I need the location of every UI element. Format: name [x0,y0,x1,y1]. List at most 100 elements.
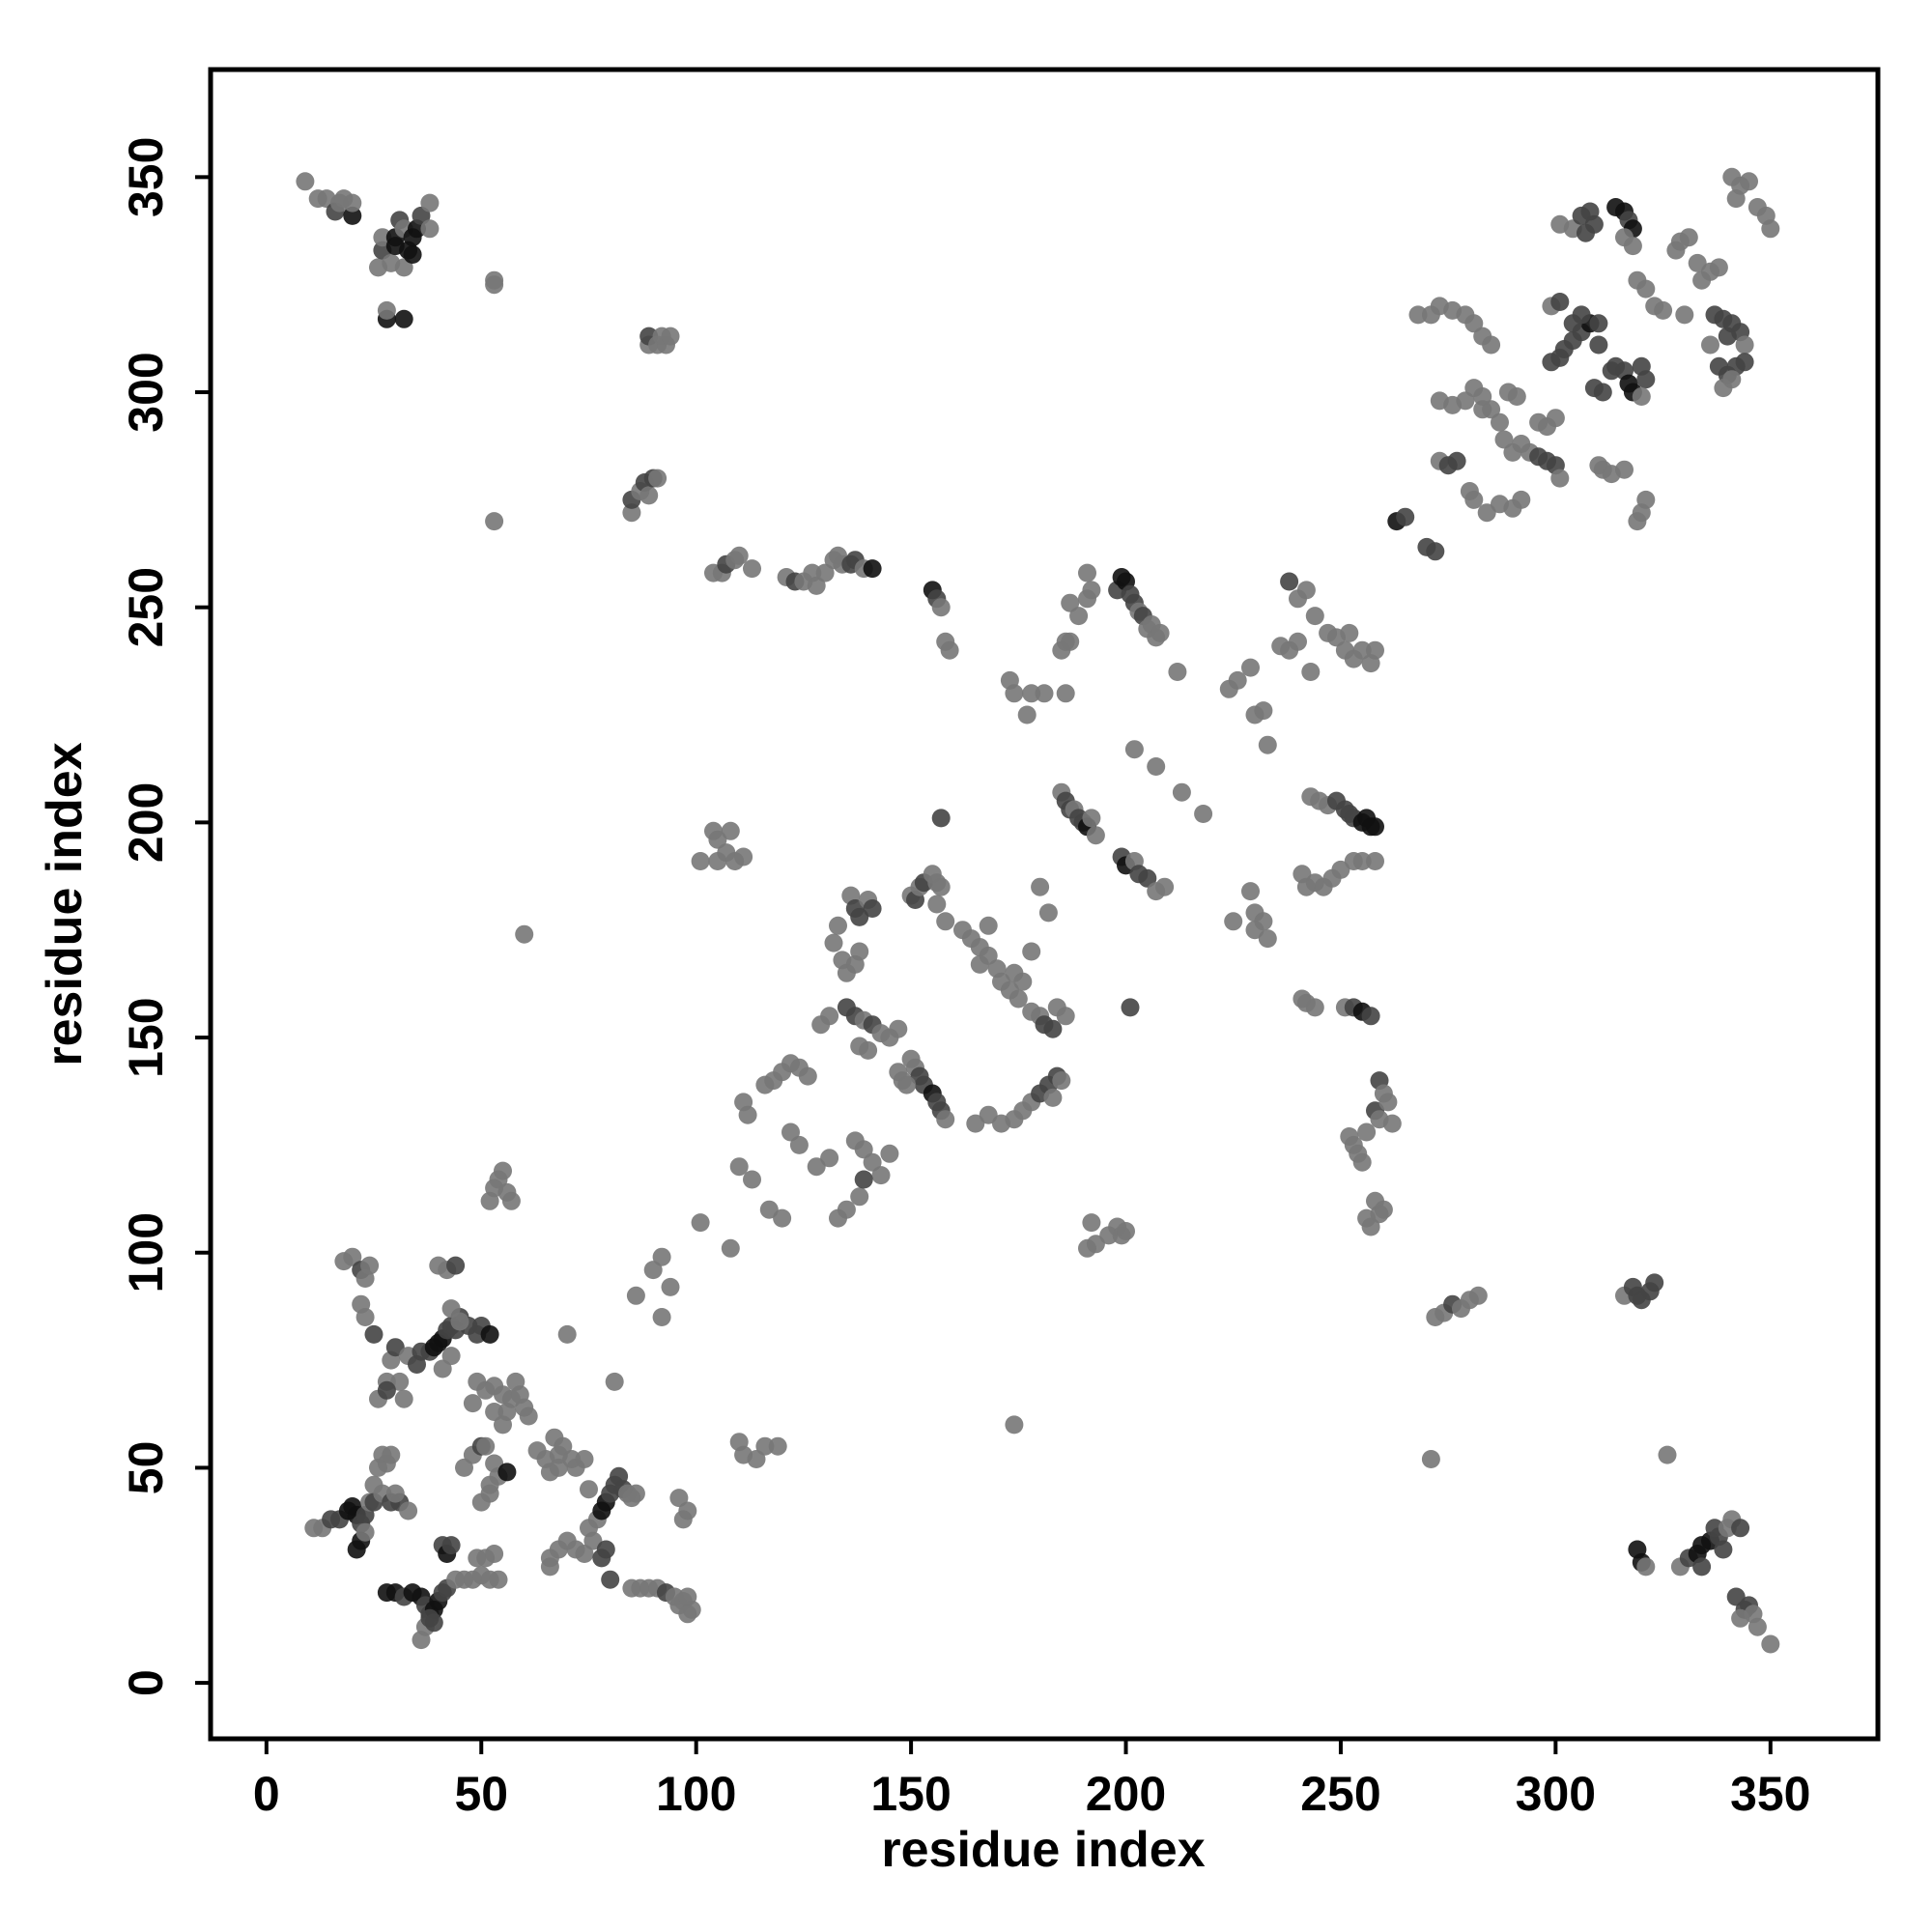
data-point [580,1480,598,1499]
data-point [485,275,504,295]
data-point [394,1389,413,1408]
data-point [1473,387,1492,406]
data-point [1056,1007,1075,1026]
data-point [850,907,869,926]
data-point [1714,1540,1733,1559]
data-point [1692,1557,1712,1577]
data-point [1396,507,1415,526]
data-point [643,1261,663,1280]
data-point [1491,412,1509,432]
data-point [931,809,951,828]
x-tick-label: 0 [253,1767,280,1821]
data-point [1022,942,1041,961]
data-point [936,1110,955,1129]
data-point [596,1540,615,1559]
data-point [1464,490,1484,509]
y-tick-label: 100 [119,1212,173,1293]
data-point [1731,1608,1750,1628]
data-point [1082,581,1101,600]
data-point [373,228,392,247]
data-point [652,1247,671,1266]
x-tick-label: 100 [656,1767,736,1821]
data-point [455,1458,473,1477]
data-point [343,206,362,225]
data-point [1224,912,1243,931]
data-point [382,1445,401,1464]
data-point [1147,757,1166,776]
data-point [1301,663,1321,681]
data-point [738,1105,757,1124]
data-point [1589,335,1608,355]
data-point [678,1605,697,1624]
data-point [1117,1222,1135,1240]
data-point [1052,1071,1071,1091]
data-point [463,1394,482,1413]
data-point [1550,293,1570,311]
data-points [296,167,1780,1654]
data-point [1563,314,1582,333]
y-axis-title: residue index [37,742,93,1065]
data-point [1258,735,1277,754]
data-point [1305,998,1324,1017]
data-point [1366,640,1384,660]
data-point [661,1277,680,1296]
data-point [554,1436,573,1456]
data-point [622,503,641,523]
data-point [1443,300,1463,320]
data-point [755,1436,775,1456]
data-point [1675,305,1694,325]
data-point [759,1200,779,1219]
y-tick-label: 150 [119,997,173,1077]
data-point [1228,670,1247,690]
data-point [480,1484,499,1503]
data-point [1056,684,1075,703]
data-point [820,1149,839,1168]
data-point [1645,1273,1664,1293]
data-point [1280,572,1299,591]
data-point [691,852,710,870]
y-axis: 0 50 100 150 200 250 300 350 [119,137,211,1696]
data-point [1602,361,1621,381]
data-point [1382,1114,1402,1133]
data-point [691,1213,710,1233]
data-point [1494,430,1514,449]
x-tick-label: 300 [1516,1767,1596,1821]
data-point [403,245,422,264]
data-point [1735,335,1754,355]
data-point [1747,1617,1767,1636]
data-point [1241,658,1260,677]
data-point [1078,563,1096,582]
data-point [441,1347,461,1366]
data-point [1615,460,1634,479]
data-point [966,1114,985,1133]
y-tick-label: 350 [119,137,173,217]
data-point [1151,623,1170,642]
data-point [850,1187,869,1207]
data-point [931,598,951,617]
data-point [1035,684,1054,703]
data-point [1507,387,1526,406]
data-point [1082,809,1101,828]
data-point [1289,632,1307,651]
data-point [1352,1152,1372,1172]
data-point [1740,172,1758,191]
data-point [1512,490,1531,509]
data-point [1584,214,1604,234]
data-point [1735,353,1754,372]
data-point [721,821,740,840]
data-point [871,1166,891,1185]
data-point [1361,1217,1380,1236]
data-point [729,1157,749,1177]
plot-frame [208,67,1881,1742]
x-tick-label: 150 [870,1767,951,1821]
data-point [807,576,826,595]
data-point [1155,877,1175,896]
data-point [829,1208,847,1228]
data-point [549,1458,568,1477]
data-point [1296,581,1316,600]
data-point [540,1557,559,1577]
data-point [880,1144,899,1163]
data-point [979,1105,998,1124]
data-point [931,877,951,896]
data-point [1031,877,1050,896]
